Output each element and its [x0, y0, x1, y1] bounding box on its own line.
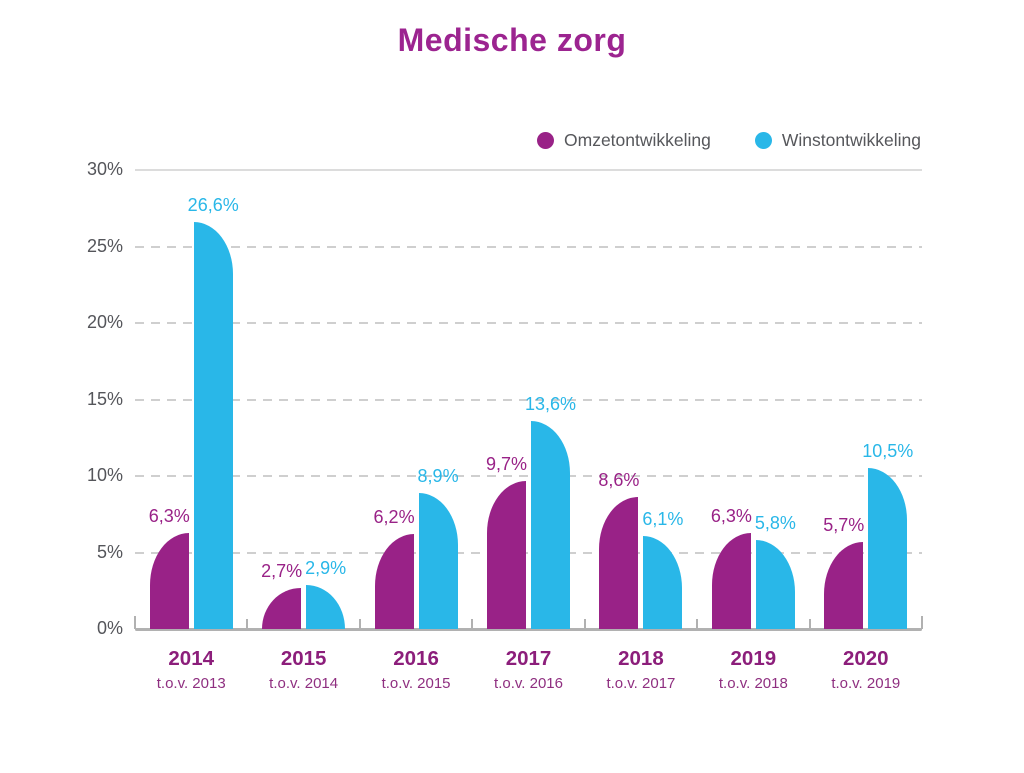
x-axis-label-2020: 2020 t.o.v. 2019	[831, 647, 900, 692]
x-axis-line	[135, 628, 922, 631]
y-axis-label-0%: 0%	[96, 618, 123, 638]
value-label-winst-2017: 13,6%	[524, 393, 577, 414]
bar-winst-2014	[193, 222, 233, 629]
value-label-omzet-2015: 2,7%	[261, 560, 303, 581]
legend-item-omzetontwikkeling: Omzetontwikkeling	[537, 130, 711, 151]
bar-omzet-2014	[149, 532, 189, 629]
gridline-30%	[135, 169, 922, 171]
y-axis-label-10%: 10%	[86, 465, 123, 485]
x-axis-tick	[358, 619, 361, 629]
value-label-omzet-2018: 8,6%	[598, 470, 640, 491]
year-label-2019: 2019	[730, 647, 777, 670]
bar-omzet-2017	[487, 480, 526, 629]
gridline-25%	[135, 245, 922, 248]
legend-label-omzetontwikkeling: Omzetontwikkeling	[564, 130, 711, 150]
x-axis-label-2017: 2017 t.o.v. 2016	[494, 647, 563, 692]
bar-omzet-2015	[262, 587, 302, 629]
y-axis-label-30%: 30%	[86, 159, 123, 179]
legend-label-winstontwikkeling: Winstontwikkeling	[781, 130, 921, 150]
x-axis-label-2014: 2014 t.o.v. 2013	[157, 647, 226, 692]
tov-label-2016: t.o.v. 2015	[381, 675, 451, 692]
year-label-2020: 2020	[842, 647, 889, 670]
bar-omzet-2020	[824, 541, 864, 629]
x-axis-tick	[696, 619, 699, 629]
bar-omzet-2019	[711, 532, 751, 629]
value-label-omzet-2016: 6,2%	[373, 507, 415, 528]
bar-winst-2018	[643, 535, 683, 629]
value-label-omzet-2017: 9,7%	[485, 453, 528, 474]
y-axis-label-20%: 20%	[86, 312, 123, 332]
value-label-winst-2016: 8,9%	[417, 465, 459, 486]
bar-winst-2015	[306, 584, 346, 629]
gridline-20%	[135, 322, 922, 324]
bar-winst-2019	[755, 540, 795, 629]
bar-omzet-2016	[374, 534, 414, 629]
value-label-omzet-2020: 5,7%	[823, 514, 865, 535]
x-axis-tick	[921, 616, 923, 629]
bar-winst-2020	[868, 468, 908, 629]
value-label-winst-2020: 10,5%	[862, 441, 914, 462]
plot-area: 30% 25% 20% 15% 10% 5% 0% 6,3% 26,6% 2014 t.o.v. 2…	[87, 159, 923, 692]
value-label-winst-2015: 2,9%	[305, 557, 347, 578]
value-label-omzet-2019: 6,3%	[710, 505, 752, 526]
bar-omzet-2018	[599, 497, 639, 629]
gridline-10%	[135, 475, 922, 477]
x-axis-label-2018: 2018 t.o.v. 2017	[606, 647, 675, 692]
bar-winst-2016	[418, 492, 458, 629]
legend: Omzetontwikkeling Winstontwikkeling	[537, 130, 921, 151]
y-axis-label-25%: 25%	[86, 235, 123, 256]
tov-label-2020: t.o.v. 2019	[831, 675, 901, 692]
bar-winst-2017	[531, 420, 570, 629]
x-axis-label-2019: 2019 t.o.v. 2018	[719, 647, 788, 692]
tov-label-2014: t.o.v. 2013	[156, 675, 226, 692]
x-axis-tick	[808, 619, 811, 629]
tov-label-2017: t.o.v. 2016	[494, 675, 563, 692]
tov-label-2015: t.o.v. 2014	[269, 675, 339, 692]
x-axis-tick	[583, 619, 586, 629]
year-label-2014: 2014	[168, 647, 214, 670]
year-label-2017: 2017	[505, 647, 552, 670]
year-label-2018: 2018	[618, 647, 664, 670]
legend-dot-purple-icon	[537, 132, 554, 149]
x-axis-tick	[246, 619, 249, 629]
year-label-2015: 2015	[280, 647, 327, 670]
year-label-2016: 2016	[393, 647, 439, 670]
x-axis-tick	[134, 616, 136, 629]
y-axis-label-5%: 5%	[96, 541, 123, 562]
value-label-winst-2014: 26,6%	[187, 195, 239, 216]
x-axis-label-2015: 2015 t.o.v. 2014	[269, 647, 338, 692]
value-label-omzet-2014: 6,3%	[148, 505, 190, 526]
page-title: Medische zorg	[397, 22, 627, 58]
tov-label-2019: t.o.v. 2018	[718, 675, 788, 692]
y-axis-label-15%: 15%	[86, 388, 123, 409]
value-label-winst-2018: 6,1%	[642, 508, 684, 529]
x-axis-tick	[471, 619, 474, 629]
gridline-5%	[135, 551, 922, 554]
tov-label-2018: t.o.v. 2017	[606, 675, 676, 692]
value-label-winst-2019: 5,8%	[754, 513, 796, 534]
x-axis-label-2016: 2016 t.o.v. 2015	[382, 647, 451, 692]
gridline-15%	[135, 398, 922, 401]
legend-dot-cyan-icon	[754, 132, 772, 149]
legend-item-winstontwikkeling: Winstontwikkeling	[754, 130, 921, 151]
